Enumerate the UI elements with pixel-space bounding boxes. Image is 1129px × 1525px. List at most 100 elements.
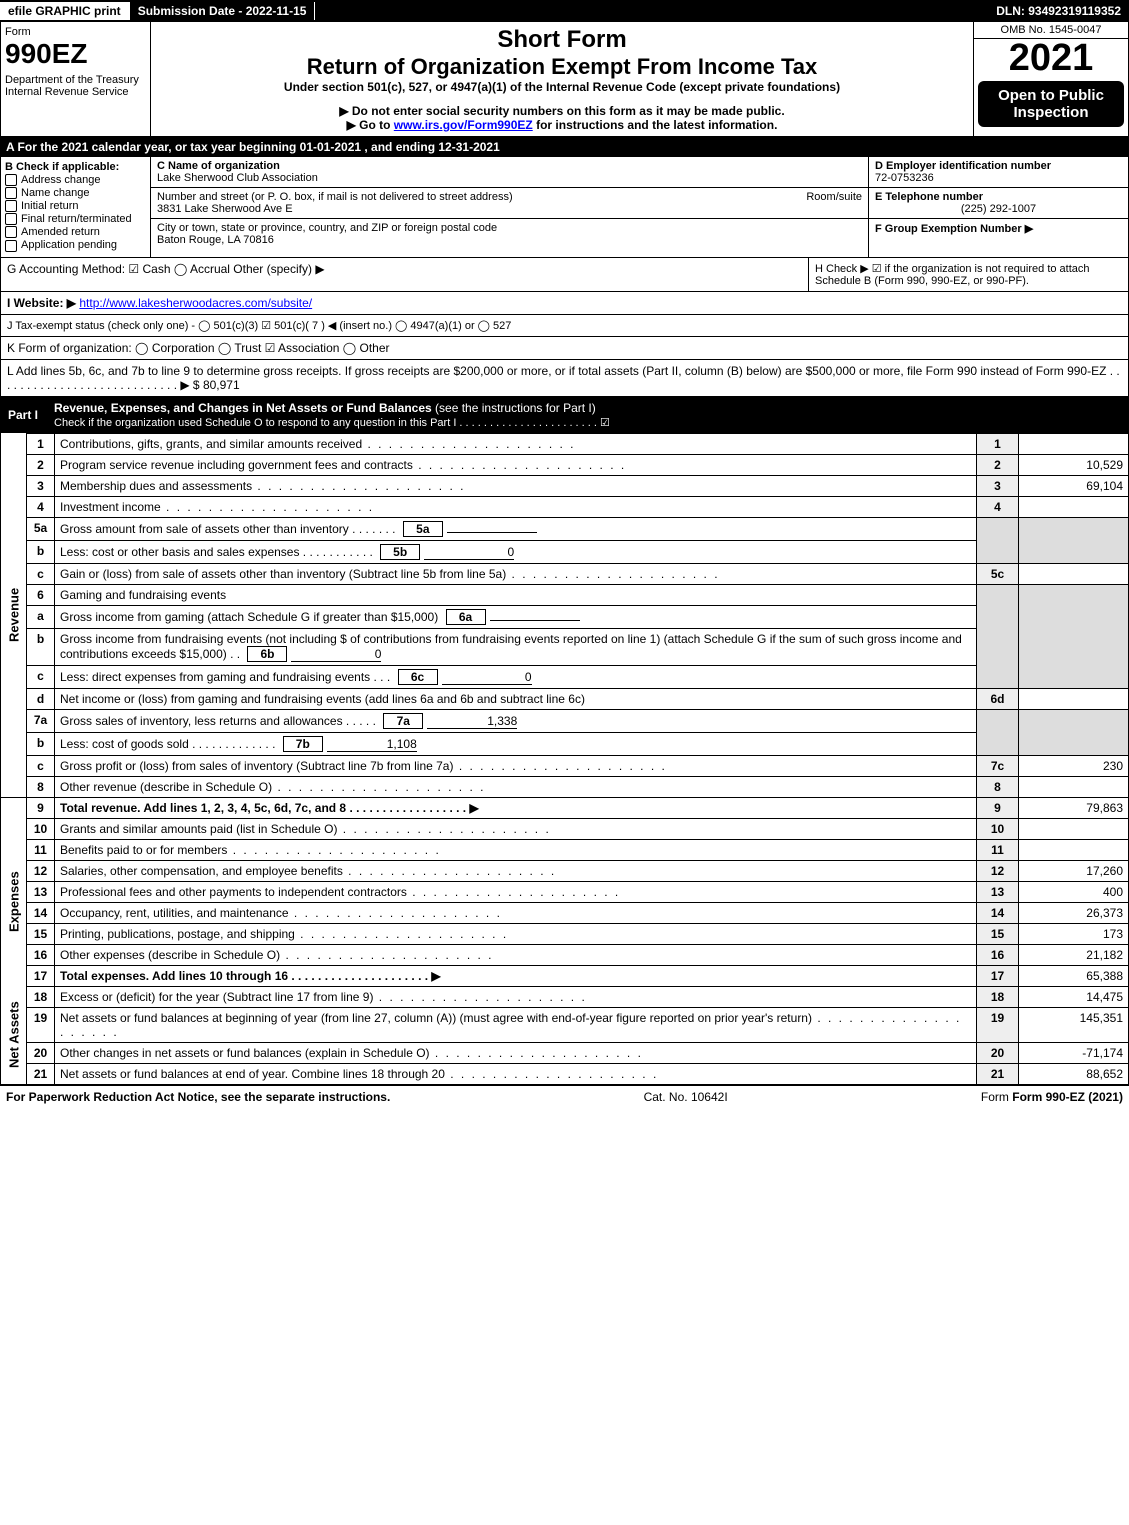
- ein: 72-0753236: [875, 172, 934, 184]
- line-18-num: 18: [27, 986, 55, 1007]
- part-i-header: Part I Revenue, Expenses, and Changes in…: [0, 397, 1129, 433]
- c-city-block: City or town, state or province, country…: [151, 219, 868, 249]
- dept-label: Department of the Treasury Internal Reve…: [5, 74, 146, 98]
- line-9-desc: Total revenue. Add lines 1, 2, 3, 4, 5c,…: [60, 801, 479, 815]
- h-schedule-b: H Check ▶ ☑ if the organization is not r…: [808, 258, 1128, 291]
- footer-mid: Cat. No. 10642I: [644, 1090, 728, 1104]
- website-link[interactable]: http://www.lakesherwoodacres.com/subsite…: [79, 296, 312, 310]
- irs-link[interactable]: www.irs.gov/Form990EZ: [394, 118, 533, 132]
- line-4-num: 4: [27, 496, 55, 517]
- line-5b-iv: 0: [424, 545, 514, 560]
- cb-final-return[interactable]: Final return/terminated: [5, 213, 146, 225]
- line-18-amt: 14,475: [1019, 986, 1129, 1007]
- line-6-num: 6: [27, 584, 55, 605]
- block-g-h-i-j-k-l: G Accounting Method: ☑ Cash ◯ Accrual Ot…: [0, 258, 1129, 397]
- part-i-table: Revenue 1 Contributions, gifts, grants, …: [0, 433, 1129, 1085]
- net-assets-side-label: Net Assets: [1, 986, 27, 1084]
- line-17-num: 17: [27, 965, 55, 986]
- line-17-amt: 65,388: [1019, 965, 1129, 986]
- line-20-text: Other changes in net assets or fund bala…: [55, 1042, 977, 1063]
- form-label: Form: [5, 26, 146, 38]
- efile-print-label[interactable]: efile GRAPHIC print: [0, 2, 130, 20]
- ssn-note: ▶ Do not enter social security numbers o…: [155, 104, 969, 118]
- form-number: 990EZ: [5, 38, 146, 70]
- line-6-greyamt: [1019, 584, 1129, 688]
- line-20-amt: -71,174: [1019, 1042, 1129, 1063]
- line-3-num: 3: [27, 475, 55, 496]
- cb-address-change[interactable]: Address change: [5, 174, 146, 186]
- line-5a-desc: Gross amount from sale of assets other t…: [60, 522, 349, 536]
- cb-initial-return[interactable]: Initial return: [5, 200, 146, 212]
- line-6b-desc: Gross income from fundraising events (no…: [60, 632, 962, 661]
- line-13-text: Professional fees and other payments to …: [55, 881, 977, 902]
- line-12-box: 12: [977, 860, 1019, 881]
- line-1-text: Contributions, gifts, grants, and simila…: [55, 433, 977, 454]
- line-11-num: 11: [27, 839, 55, 860]
- header-right: OMB No. 1545-0047 2021 Open to Public In…: [973, 22, 1128, 136]
- expenses-side-label: Expenses: [1, 818, 27, 986]
- line-7-greybox: [977, 709, 1019, 755]
- cb-amended-return[interactable]: Amended return: [5, 226, 146, 238]
- cb-application-pending[interactable]: Application pending: [5, 239, 146, 251]
- c-city-lbl: City or town, state or province, country…: [157, 222, 497, 234]
- header-left: Form 990EZ Department of the Treasury In…: [1, 22, 151, 136]
- line-7c-num: c: [27, 755, 55, 776]
- part-i-title: Revenue, Expenses, and Changes in Net As…: [46, 397, 1129, 433]
- line-4-box: 4: [977, 496, 1019, 517]
- line-15-num: 15: [27, 923, 55, 944]
- line-6b-text: Gross income from fundraising events (no…: [55, 628, 977, 665]
- line-6b-num: b: [27, 628, 55, 665]
- line-15-text: Printing, publications, postage, and shi…: [55, 923, 977, 944]
- line-17-text: Total expenses. Add lines 10 through 16 …: [55, 965, 977, 986]
- d-lbl: D Employer identification number: [875, 160, 1051, 172]
- j-tax-exempt: J Tax-exempt status (check only one) - ◯…: [1, 314, 1128, 336]
- line-11-box: 11: [977, 839, 1019, 860]
- line-3-text: Membership dues and assessments: [55, 475, 977, 496]
- dln: DLN: 93492319119352: [988, 2, 1129, 20]
- line-2-text: Program service revenue including govern…: [55, 454, 977, 475]
- cb-name-change[interactable]: Name change: [5, 187, 146, 199]
- part-i-tag: Part I: [0, 404, 46, 426]
- line-6c-text: Less: direct expenses from gaming and fu…: [55, 665, 977, 688]
- line-20-box: 20: [977, 1042, 1019, 1063]
- phone: (225) 292-1007: [875, 203, 1122, 215]
- line-8-text: Other revenue (describe in Schedule O): [55, 776, 977, 797]
- line-6d-text: Net income or (loss) from gaming and fun…: [55, 688, 977, 709]
- line-1-box: 1: [977, 433, 1019, 454]
- line-7b-text: Less: cost of goods sold . . . . . . . .…: [55, 732, 977, 755]
- line-10-amt: [1019, 818, 1129, 839]
- line-19-text: Net assets or fund balances at beginning…: [55, 1007, 977, 1042]
- submission-date: Submission Date - 2022-11-15: [130, 2, 316, 20]
- tax-year: 2021: [974, 39, 1128, 77]
- line-5a-ib: 5a: [403, 521, 443, 537]
- line-7b-num: b: [27, 732, 55, 755]
- c-name-block: C Name of organization Lake Sherwood Clu…: [151, 157, 868, 188]
- line-16-num: 16: [27, 944, 55, 965]
- line-3-box: 3: [977, 475, 1019, 496]
- org-city: Baton Rouge, LA 70816: [157, 234, 274, 246]
- i-pre: I Website: ▶: [7, 296, 76, 310]
- line-7a-text: Gross sales of inventory, less returns a…: [55, 709, 977, 732]
- line-16-amt: 21,182: [1019, 944, 1129, 965]
- line-1-num: 1: [27, 433, 55, 454]
- f-lbl: F Group Exemption Number ▶: [875, 223, 1033, 235]
- line-13-amt: 400: [1019, 881, 1129, 902]
- line-8-box: 8: [977, 776, 1019, 797]
- line-11-amt: [1019, 839, 1129, 860]
- line-14-box: 14: [977, 902, 1019, 923]
- c-addr-block: Number and street (or P. O. box, if mail…: [151, 188, 868, 219]
- line-5a-text: Gross amount from sale of assets other t…: [55, 517, 977, 540]
- line-21-box: 21: [977, 1063, 1019, 1084]
- line-16-box: 16: [977, 944, 1019, 965]
- line-20-num: 20: [27, 1042, 55, 1063]
- goto-pre: ▶ Go to: [347, 118, 394, 132]
- line-10-box: 10: [977, 818, 1019, 839]
- col-c-org-info: C Name of organization Lake Sherwood Clu…: [151, 157, 868, 257]
- org-address: 3831 Lake Sherwood Ave E: [157, 203, 293, 215]
- line-4-amt: [1019, 496, 1129, 517]
- line-5c-text: Gain or (loss) from sale of assets other…: [55, 563, 977, 584]
- part-i-title-text: Revenue, Expenses, and Changes in Net As…: [54, 401, 432, 415]
- line-7b-ib: 7b: [283, 736, 323, 752]
- line-3-amt: 69,104: [1019, 475, 1129, 496]
- line-7c-amt: 230: [1019, 755, 1129, 776]
